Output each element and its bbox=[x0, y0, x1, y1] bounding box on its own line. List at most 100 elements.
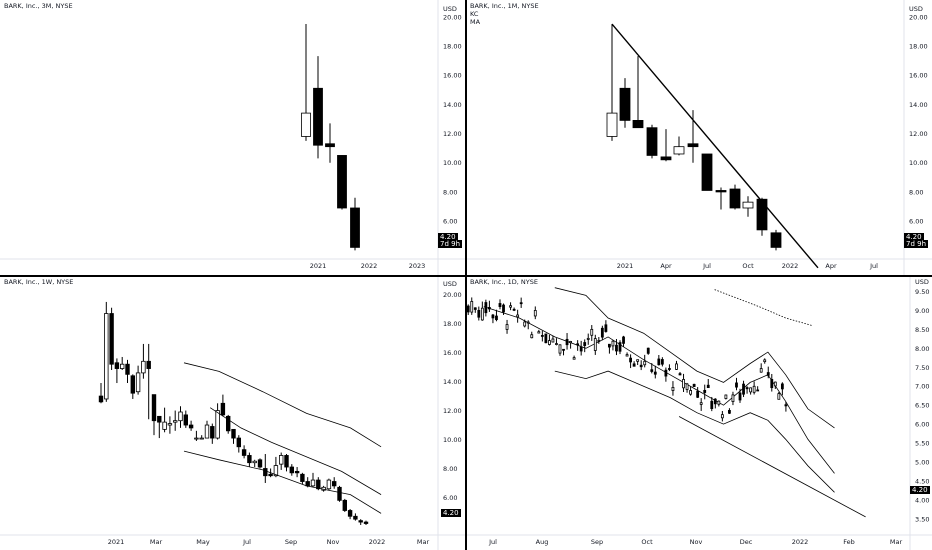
candle-body bbox=[710, 400, 714, 409]
y-tick-label: 20.00 bbox=[909, 13, 928, 21]
candle-body bbox=[114, 362, 120, 369]
candle-body bbox=[470, 301, 474, 313]
candle-body bbox=[600, 327, 604, 338]
candle-body bbox=[745, 387, 749, 390]
currency-label: USD bbox=[443, 5, 457, 13]
chart-pane-1d[interactable]: USD 9.50 9.00 8.50 8.00 7.50 7.00 6.50 6.00 5.50 5… bbox=[466, 276, 932, 550]
y-tick-label: 8.00 bbox=[915, 345, 929, 353]
candle-body bbox=[664, 369, 668, 377]
candle-body bbox=[512, 308, 516, 311]
x-tick-label: Feb bbox=[843, 538, 855, 546]
candle-body bbox=[484, 302, 488, 314]
candle-body bbox=[562, 348, 565, 351]
candle-body bbox=[717, 400, 721, 405]
currency-label: USD bbox=[443, 280, 457, 288]
chart-pane-1m[interactable]: USD 20.00 18.00 16.00 14.00 12.00 10.00 8.00 6.0… bbox=[466, 0, 932, 276]
candle-body bbox=[294, 470, 300, 474]
candle-body bbox=[125, 363, 130, 375]
candle-body bbox=[544, 333, 548, 344]
candle-body bbox=[109, 313, 114, 365]
candle-body bbox=[780, 383, 784, 390]
y-tick-label: 12.00 bbox=[443, 130, 462, 138]
candle-body bbox=[204, 424, 210, 439]
countdown-badge: 7d 9h bbox=[904, 240, 929, 248]
candle-body bbox=[706, 384, 710, 389]
candle-body bbox=[215, 410, 220, 439]
candle-body bbox=[756, 389, 760, 392]
y-tick-label: 10.00 bbox=[443, 436, 462, 444]
y-tick-label: 5.00 bbox=[915, 459, 929, 467]
middle-channel-line bbox=[209, 407, 382, 495]
candle-body bbox=[604, 324, 608, 332]
candle-body bbox=[632, 120, 644, 129]
candle-body bbox=[194, 437, 199, 440]
candle-body bbox=[526, 321, 530, 324]
x-tick-label: Aug bbox=[536, 538, 549, 546]
candle-body bbox=[715, 190, 727, 193]
candle-body bbox=[692, 383, 696, 387]
countdown-badge: 7d 9h bbox=[438, 240, 463, 248]
candle-body bbox=[480, 307, 484, 321]
x-tick-label: 2022 bbox=[369, 538, 386, 546]
candle-body bbox=[284, 455, 289, 468]
symbol-title: BARK, Inc., 1W, NYSE bbox=[4, 278, 74, 286]
candle-body bbox=[699, 402, 703, 405]
y-tick-label: 7.50 bbox=[915, 364, 929, 372]
candle-body bbox=[151, 394, 157, 422]
candle-body bbox=[104, 313, 109, 400]
candle-body bbox=[724, 394, 728, 399]
chart-svg-1d: USD 9.50 9.00 8.50 8.00 7.50 7.00 6.50 6.00 5.50 5… bbox=[466, 276, 932, 550]
candle-body bbox=[540, 335, 544, 337]
candle-body bbox=[735, 382, 738, 388]
candle-body bbox=[558, 344, 562, 354]
symbol-title: BARK, Inc., 1D, NYSE bbox=[470, 278, 538, 286]
candle-body bbox=[130, 375, 135, 394]
candle-body bbox=[342, 499, 347, 511]
trend-line bbox=[611, 23, 819, 269]
candle-body bbox=[555, 343, 558, 345]
candle-body bbox=[310, 479, 316, 487]
candle-body bbox=[135, 372, 141, 393]
candle-body bbox=[300, 473, 305, 482]
y-tick-label: 20.00 bbox=[443, 291, 462, 299]
candle-body bbox=[653, 371, 657, 375]
candle-body bbox=[756, 198, 768, 231]
candle-body bbox=[668, 368, 671, 370]
y-tick-label: 14.00 bbox=[909, 101, 928, 109]
candle-body bbox=[701, 153, 713, 191]
y-tick-label: 16.00 bbox=[443, 72, 462, 80]
chart-pane-1w[interactable]: USD 20.00 18.00 16.00 14.00 12.00 10.00 8.00 6.0… bbox=[0, 276, 466, 550]
candle-body bbox=[548, 340, 551, 345]
candle-body bbox=[731, 394, 735, 402]
x-tick-label: Mar bbox=[890, 538, 903, 546]
y-tick-label: 18.00 bbox=[909, 42, 928, 50]
candle-body bbox=[533, 310, 537, 317]
candle-body bbox=[188, 424, 194, 429]
x-tick-label: Nov bbox=[327, 538, 340, 546]
chart-pane-3m[interactable]: USD 20.00 18.00 16.00 14.00 12.00 10.00 8.00 6.0… bbox=[0, 0, 466, 276]
indicator-kc-label[interactable]: KC bbox=[470, 10, 479, 18]
pane-divider-vertical[interactable] bbox=[465, 0, 467, 550]
candle-body bbox=[763, 359, 767, 363]
candle-body bbox=[678, 373, 682, 376]
candle-body bbox=[583, 342, 587, 346]
candle-body bbox=[289, 466, 294, 474]
candle-body bbox=[752, 385, 756, 393]
candle-body bbox=[220, 402, 226, 416]
candle-body bbox=[586, 337, 590, 340]
support-trend-line bbox=[678, 416, 866, 518]
candle-body bbox=[593, 338, 597, 351]
candle-body bbox=[579, 346, 583, 352]
candle-body bbox=[353, 515, 358, 520]
y-tick-label: 4.00 bbox=[915, 496, 929, 504]
indicator-ma-label[interactable]: MA bbox=[470, 18, 481, 26]
candle-body bbox=[210, 426, 215, 439]
candle-body bbox=[347, 510, 353, 517]
y-tick-label: 5.50 bbox=[915, 440, 929, 448]
x-tick-label: 2023 bbox=[409, 262, 426, 270]
candle-body bbox=[241, 449, 247, 456]
candle-body bbox=[495, 315, 498, 321]
candle-body bbox=[729, 188, 741, 209]
candle-body bbox=[316, 479, 321, 490]
y-tick-label: 3.50 bbox=[915, 515, 929, 523]
